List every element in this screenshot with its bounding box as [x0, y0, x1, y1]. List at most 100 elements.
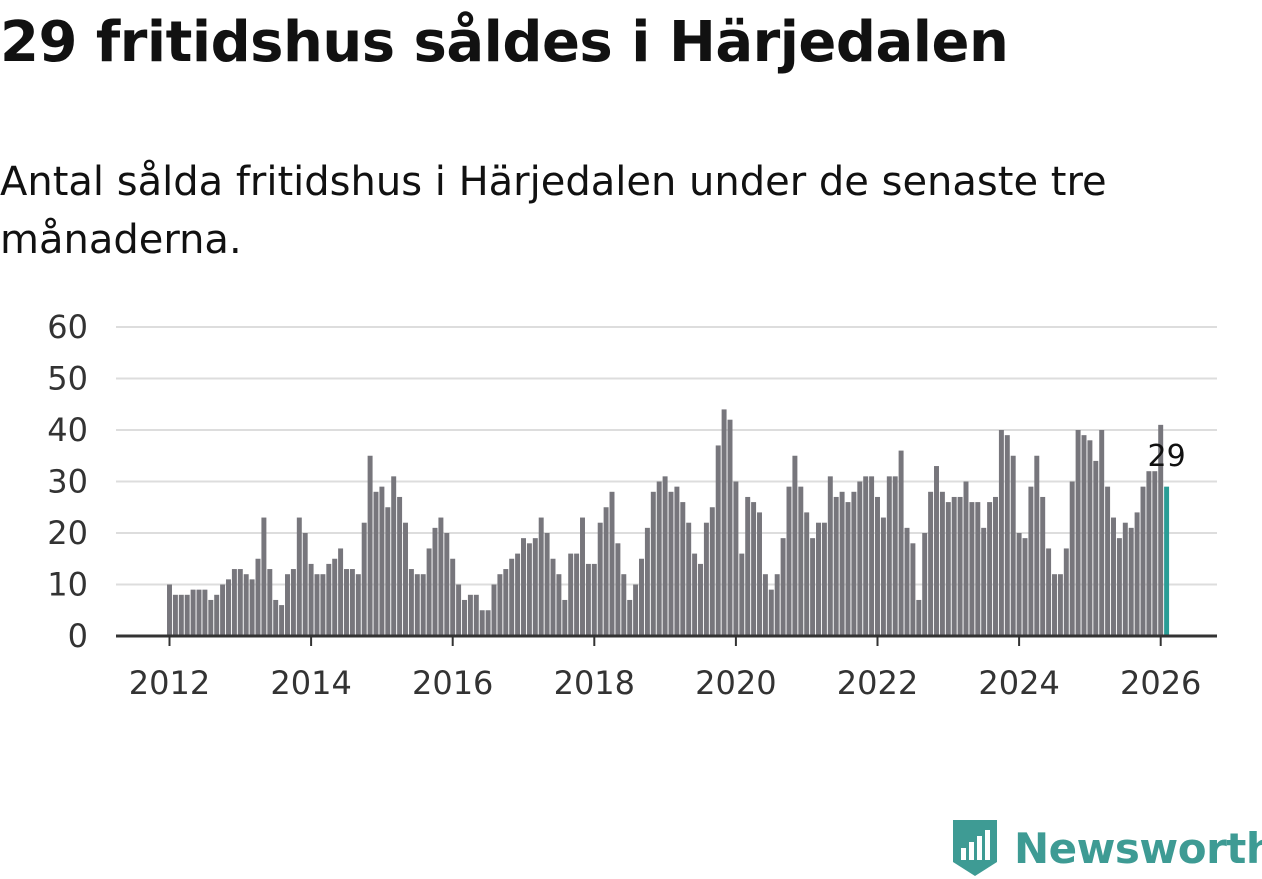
bar: [928, 491, 934, 636]
x-axis-labels: 2012 2014 2016 2018 2020 2022 2024 2026: [129, 664, 1202, 702]
bar: [639, 558, 644, 636]
bar: [845, 502, 851, 636]
bar: [627, 599, 633, 636]
bar: [1081, 435, 1087, 636]
bar: [1052, 574, 1057, 636]
bar: [674, 486, 680, 636]
bar: [485, 610, 491, 636]
bar: [491, 584, 497, 636]
bar: [243, 574, 249, 636]
x-tick-label: 2024: [978, 664, 1059, 702]
bar: [875, 496, 880, 636]
bar: [998, 430, 1004, 636]
bar: [609, 491, 615, 636]
bar: [580, 517, 585, 636]
bar: [1152, 471, 1158, 636]
bar: [957, 496, 963, 636]
x-tick-label: 2022: [837, 664, 918, 702]
y-tick-label: 20: [47, 514, 88, 552]
bar: [172, 594, 178, 636]
bar: [934, 466, 939, 636]
bar: [261, 517, 267, 636]
bar: [279, 605, 285, 636]
bar: [344, 569, 349, 636]
bar: [692, 553, 698, 636]
bar: [509, 558, 515, 636]
bar: [951, 496, 957, 636]
bar: [650, 491, 656, 636]
bar: [851, 491, 857, 636]
bar: [1116, 538, 1122, 636]
bar: [916, 599, 922, 636]
x-tick-label: 2026: [1120, 664, 1201, 702]
bar: [1028, 486, 1034, 636]
y-tick-label: 40: [47, 411, 88, 449]
bar: [827, 476, 833, 636]
bar: [255, 558, 261, 636]
bar: [857, 481, 863, 636]
bar: [1016, 533, 1022, 636]
bar: [762, 574, 768, 636]
bar: [757, 512, 762, 636]
bar: [267, 569, 273, 636]
bar: [798, 486, 804, 636]
bar: [391, 476, 397, 636]
bar: [644, 527, 650, 636]
bar: [526, 543, 532, 636]
bar: [349, 569, 355, 636]
bar: [727, 419, 733, 636]
bar: [1128, 527, 1134, 636]
bar: [662, 476, 668, 636]
bar: [1099, 430, 1105, 636]
y-tick-label: 10: [47, 566, 88, 604]
bar: [993, 496, 998, 636]
bar: [686, 522, 692, 636]
bar: [987, 502, 993, 636]
bar: [426, 548, 432, 636]
bar: [869, 476, 875, 636]
bar: [709, 507, 715, 636]
bar: [633, 584, 639, 636]
bar: [910, 543, 916, 636]
y-tick-label: 50: [47, 360, 88, 398]
bar: [839, 491, 845, 636]
bar: [273, 599, 279, 636]
bar-latest: [1164, 486, 1170, 636]
bar: [1140, 486, 1146, 636]
bar: [355, 574, 361, 636]
y-tick-label: 30: [47, 463, 88, 501]
bar: [479, 610, 485, 636]
bar: [473, 594, 479, 636]
y-tick-label: 60: [47, 308, 88, 346]
bar: [167, 584, 172, 636]
bar: [922, 533, 928, 636]
bar: [456, 584, 462, 636]
x-tick-label: 2016: [412, 664, 493, 702]
bar: [792, 455, 798, 636]
brand-name: Newsworthy: [1014, 823, 1262, 873]
bar: [939, 491, 945, 636]
bar: [538, 517, 544, 636]
bar: [249, 579, 255, 636]
bar: [184, 594, 190, 636]
bar: [698, 563, 703, 636]
brand-logo: Newsworthy: [950, 818, 1262, 878]
bar: [462, 599, 467, 636]
bar: [515, 553, 521, 636]
chart-subtitle: Antal sålda fritidshus i Härjedalen unde…: [0, 159, 1107, 263]
bar: [715, 445, 721, 636]
bar: [981, 527, 987, 636]
bar: [408, 569, 414, 636]
x-axis-ticks: [168, 636, 1162, 646]
bar: [397, 496, 403, 636]
x-tick-label: 2018: [554, 664, 635, 702]
bar: [296, 517, 302, 636]
bar: [804, 512, 810, 636]
bar: [680, 502, 686, 636]
bar: [226, 579, 231, 636]
bar: [1063, 548, 1069, 636]
bar: [833, 496, 839, 636]
bar: [497, 574, 503, 636]
bar: [816, 522, 821, 636]
bar: [898, 450, 904, 636]
